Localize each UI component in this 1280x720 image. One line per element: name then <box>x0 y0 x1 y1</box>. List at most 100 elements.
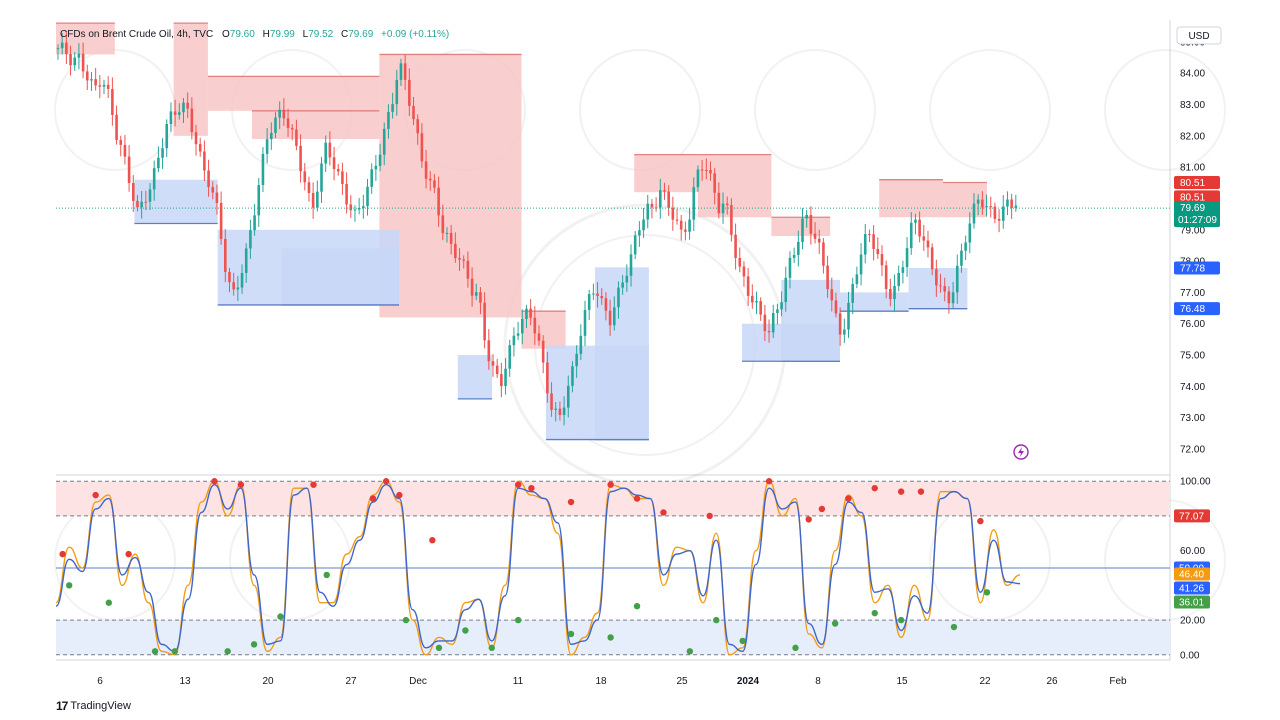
candle-body[interactable] <box>997 218 1001 221</box>
candle-body[interactable] <box>487 340 491 362</box>
candle-body[interactable] <box>876 248 880 255</box>
candle-body[interactable] <box>566 385 570 408</box>
candle-body[interactable] <box>554 408 558 410</box>
candle-body[interactable] <box>579 335 583 354</box>
candle-body[interactable] <box>144 201 148 203</box>
candle-body[interactable] <box>830 289 834 301</box>
candle-body[interactable] <box>843 329 846 335</box>
candle-body[interactable] <box>169 111 173 125</box>
candle-body[interactable] <box>224 238 227 272</box>
candle-body[interactable] <box>240 272 244 288</box>
candle-body[interactable] <box>709 170 712 174</box>
candle-body[interactable] <box>809 214 813 234</box>
candle-body[interactable] <box>993 206 997 219</box>
candle-body[interactable] <box>257 185 261 216</box>
candle-body[interactable] <box>529 308 532 318</box>
candle-body[interactable] <box>889 288 892 300</box>
chart-legend[interactable]: CFDs on Brent Crude Oil, 4h, TVC O79.60 … <box>60 29 449 40</box>
candle-body[interactable] <box>805 214 808 219</box>
candle-body[interactable] <box>943 286 947 292</box>
candle-body[interactable] <box>106 84 110 89</box>
candle-body[interactable] <box>441 215 445 234</box>
candle-body[interactable] <box>621 282 624 288</box>
candle-body[interactable] <box>336 169 340 172</box>
candle-body[interactable] <box>771 313 775 333</box>
candle-body[interactable] <box>734 234 737 258</box>
candle-body[interactable] <box>115 114 118 141</box>
candle-body[interactable] <box>1014 205 1018 208</box>
candle-body[interactable] <box>391 104 394 112</box>
candle-body[interactable] <box>173 111 177 115</box>
candle-body[interactable] <box>972 203 976 224</box>
candle-body[interactable] <box>939 285 942 287</box>
candle-body[interactable] <box>897 272 901 287</box>
candle-body[interactable] <box>424 161 428 179</box>
candle-body[interactable] <box>186 102 189 109</box>
candle-body[interactable] <box>751 295 754 303</box>
price-axis[interactable]: 85.0084.0083.0082.0081.0080.0079.0078.00… <box>1180 37 1205 455</box>
candle-body[interactable] <box>646 203 650 220</box>
candle-body[interactable] <box>947 291 951 304</box>
candle-body[interactable] <box>955 265 959 293</box>
candle-body[interactable] <box>219 202 223 239</box>
candle-body[interactable] <box>403 63 407 80</box>
candle-body[interactable] <box>1006 199 1009 207</box>
candle-body[interactable] <box>838 313 842 335</box>
candle-body[interactable] <box>328 142 332 158</box>
candle-body[interactable] <box>901 267 905 273</box>
candle-body[interactable] <box>629 254 633 276</box>
candle-body[interactable] <box>228 271 231 283</box>
candle-body[interactable] <box>884 265 888 289</box>
candle-body[interactable] <box>270 132 273 140</box>
candle-body[interactable] <box>165 124 169 149</box>
candle-body[interactable] <box>608 310 612 326</box>
candle-body[interactable] <box>675 219 679 221</box>
candle-body[interactable] <box>362 206 365 209</box>
candle-body[interactable] <box>508 345 512 369</box>
candle-body[interactable] <box>500 374 503 387</box>
candle-body[interactable] <box>797 241 800 255</box>
candle-body[interactable] <box>746 276 750 296</box>
candle-body[interactable] <box>382 128 386 155</box>
candle-body[interactable] <box>822 242 825 266</box>
candle-body[interactable] <box>851 284 854 303</box>
candle-body[interactable] <box>282 109 286 119</box>
candle-body[interactable] <box>295 129 298 146</box>
candle-body[interactable] <box>90 79 93 81</box>
candle-body[interactable] <box>157 157 160 169</box>
candle-body[interactable] <box>303 171 307 183</box>
candle-body[interactable] <box>60 42 64 49</box>
candle-body[interactable] <box>111 88 114 115</box>
candle-body[interactable] <box>437 187 440 216</box>
candle-body[interactable] <box>600 295 604 299</box>
candle-body[interactable] <box>311 193 315 208</box>
candle-body[interactable] <box>713 173 716 193</box>
candle-body[interactable] <box>679 220 683 230</box>
candle-body[interactable] <box>976 199 980 204</box>
candle-body[interactable] <box>299 145 302 172</box>
candle-body[interactable] <box>960 250 963 266</box>
candle-body[interactable] <box>370 169 373 187</box>
candle-body[interactable] <box>700 169 704 171</box>
candle-body[interactable] <box>387 111 390 129</box>
candle-body[interactable] <box>474 292 478 296</box>
candle-body[interactable] <box>420 133 424 162</box>
candle-body[interactable] <box>738 257 742 267</box>
time-axis[interactable]: 6 13 20 27 Dec 11 18 25 2024 8 15 22 26 Feb <box>97 676 1127 687</box>
candle-body[interactable] <box>909 222 913 249</box>
candle-body[interactable] <box>265 139 269 154</box>
candle-body[interactable] <box>94 79 97 86</box>
candle-body[interactable] <box>868 234 871 236</box>
candle-body[interactable] <box>784 277 788 303</box>
candle-body[interactable] <box>366 186 369 207</box>
candle-body[interactable] <box>583 309 587 336</box>
candle-body[interactable] <box>533 317 537 334</box>
candle-body[interactable] <box>244 248 248 273</box>
candle-body[interactable] <box>433 180 436 188</box>
candle-body[interactable] <box>102 84 106 87</box>
candle-body[interactable] <box>525 308 528 319</box>
candle-body[interactable] <box>537 333 541 341</box>
candle-body[interactable] <box>69 54 72 66</box>
candle-body[interactable] <box>353 209 357 211</box>
candle-body[interactable] <box>930 247 934 270</box>
